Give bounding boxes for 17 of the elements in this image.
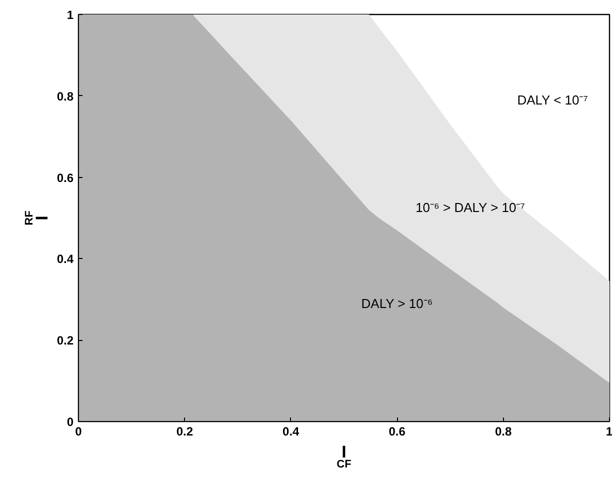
- x-tick-label: 0.2: [176, 424, 194, 438]
- x-tick-label: 0.6: [388, 424, 406, 438]
- x-tick-label: 0.4: [282, 424, 300, 438]
- x-tick-label: 0: [75, 424, 82, 438]
- annotation: DALY < 10⁻⁷: [517, 92, 588, 108]
- y-tick-label: 0: [66, 415, 74, 429]
- annotation: DALY > 10⁻⁶: [361, 296, 433, 311]
- annotation: 10⁻⁶ > DALY > 10⁻⁷: [416, 200, 526, 215]
- x-tick-label: 1: [606, 424, 612, 438]
- x-tick-label: 0.8: [494, 424, 512, 438]
- y-axis-title: IRF: [24, 210, 52, 226]
- y-tick-label: 0.8: [56, 89, 74, 104]
- y-tick-label: 0.6: [56, 170, 74, 185]
- x-axis-title: ICF: [336, 442, 352, 470]
- y-tick-label: 0.4: [56, 252, 74, 266]
- y-tick-label: 0.2: [56, 334, 74, 348]
- y-tick-label: 1: [66, 8, 74, 22]
